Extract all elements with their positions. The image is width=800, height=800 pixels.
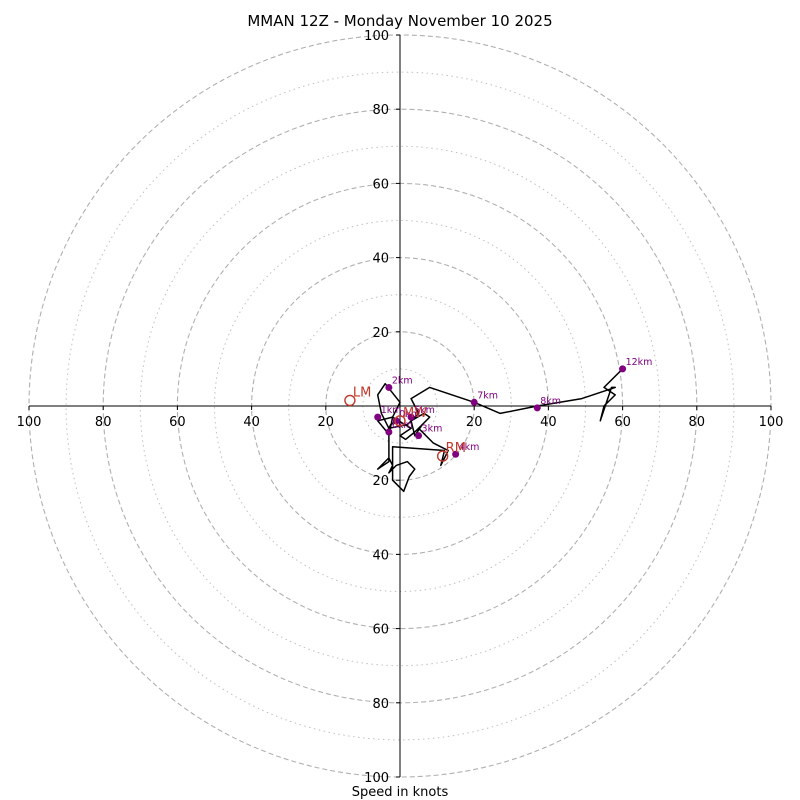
height-marker-5km	[407, 413, 415, 421]
y-tick-label: 60	[372, 623, 389, 638]
height-label-3km: 3km	[422, 424, 443, 435]
x-tick-label: 80	[95, 415, 112, 430]
y-tick-label: 40	[372, 548, 389, 563]
height-label-1km: 1km	[381, 405, 402, 416]
storm-motion-markers: LM MW RM	[344, 385, 466, 462]
y-tick-label: 100	[364, 29, 389, 44]
x-tick-labels: 100 80 60 40 20 20 40 60 80 100	[17, 406, 784, 430]
height-marker-3km	[415, 432, 423, 440]
height-label-8km: 8km	[540, 396, 561, 407]
y-tick-label: 40	[372, 252, 389, 267]
wind-trace-line	[376, 368, 624, 493]
height-label-12km: 12km	[626, 357, 653, 368]
y-tick-labels: 100 80 60 40 20 20 40 60 80 100	[364, 29, 400, 786]
y-tick-label: 20	[372, 326, 389, 341]
y-tick-label: 100	[364, 771, 389, 786]
x-tick-label: 60	[169, 415, 186, 430]
chart-title: MMAN 12Z - Monday November 10 2025	[247, 12, 552, 30]
height-marker-7km	[470, 398, 478, 406]
height-marker-0km	[392, 417, 400, 425]
storm-motion-lm-marker	[344, 394, 356, 407]
y-tick-label: 80	[372, 697, 389, 712]
storm-motion-lm-label: LM	[353, 385, 371, 400]
height-marker-8km	[533, 404, 541, 412]
height-marker-4km	[452, 450, 460, 458]
height-marker-2km	[385, 383, 393, 391]
storm-motion-mw-label: MW	[403, 406, 427, 421]
height-marker-12km	[619, 365, 627, 373]
x-axis-label: Speed in knots	[352, 785, 449, 800]
storm-motion-rm-marker	[436, 450, 449, 462]
height-label-4km: 4km	[459, 442, 480, 453]
y-tick-label: 20	[372, 474, 389, 489]
storm-motion-rm-label: RM	[446, 441, 466, 456]
height-label-2km: 2km	[392, 375, 413, 386]
height-marker-1km	[374, 413, 382, 421]
wind-trace-layer	[376, 368, 624, 493]
x-tick-label: 40	[540, 415, 557, 430]
axes	[29, 35, 771, 777]
storm-motion-mw-marker	[394, 415, 406, 427]
height-label-7km: 7km	[477, 390, 498, 401]
y-tick-label: 60	[372, 177, 389, 192]
x-tick-label: 60	[614, 415, 631, 430]
x-tick-label: 40	[243, 415, 260, 430]
y-tick-label: 80	[372, 103, 389, 118]
x-tick-label: 20	[466, 415, 483, 430]
height-marker-6km	[385, 428, 393, 436]
height-markers: 0km1km2km3km4km5km6km7km8km12km	[374, 357, 652, 458]
x-tick-label: 100	[17, 415, 42, 430]
x-tick-label: 80	[689, 415, 706, 430]
x-tick-label: 20	[318, 415, 335, 430]
x-tick-label: 100	[759, 415, 784, 430]
height-label-5km: 5km	[414, 405, 435, 416]
